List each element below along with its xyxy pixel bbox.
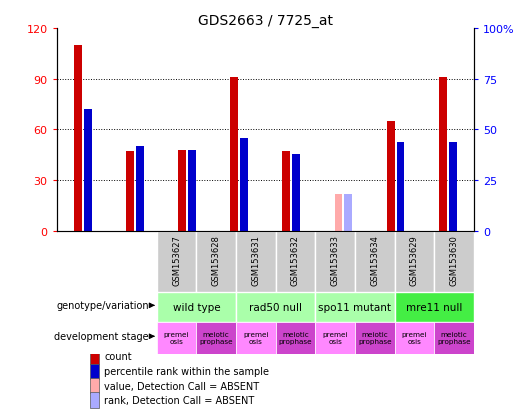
Bar xyxy=(394,322,434,354)
Bar xyxy=(355,322,394,354)
Bar xyxy=(394,231,434,292)
Bar xyxy=(345,195,352,231)
Text: GSM153632: GSM153632 xyxy=(291,234,300,285)
Bar xyxy=(315,292,394,322)
Bar xyxy=(236,231,276,292)
Text: premei
osis: premei osis xyxy=(243,332,269,344)
Text: wild type: wild type xyxy=(173,302,220,312)
Bar xyxy=(90,392,99,408)
Text: GSM153631: GSM153631 xyxy=(251,234,261,285)
Text: development stage: development stage xyxy=(54,332,149,342)
Bar xyxy=(335,194,342,231)
Bar xyxy=(293,154,300,231)
Bar xyxy=(236,292,315,322)
Text: premei
osis: premei osis xyxy=(402,332,427,344)
Bar xyxy=(90,364,99,379)
Text: genotype/variation: genotype/variation xyxy=(56,301,149,311)
Bar xyxy=(439,78,447,231)
Bar xyxy=(157,231,196,292)
Text: rad50 null: rad50 null xyxy=(249,302,302,312)
Bar xyxy=(90,378,99,394)
Text: percentile rank within the sample: percentile rank within the sample xyxy=(104,366,269,377)
Bar xyxy=(188,150,196,231)
Text: meiotic
prophase: meiotic prophase xyxy=(279,332,312,344)
Text: mre11 null: mre11 null xyxy=(406,302,462,312)
Bar xyxy=(355,231,394,292)
Bar xyxy=(315,231,355,292)
Text: GSM153628: GSM153628 xyxy=(212,234,221,285)
Bar xyxy=(84,110,92,231)
Text: meiotic
prophase: meiotic prophase xyxy=(199,332,233,344)
Bar xyxy=(236,322,276,354)
Text: premei
osis: premei osis xyxy=(164,332,190,344)
Bar xyxy=(230,78,238,231)
Text: count: count xyxy=(104,351,132,361)
Bar xyxy=(240,138,248,231)
Bar xyxy=(394,292,474,322)
Bar xyxy=(387,122,394,231)
Bar xyxy=(90,349,99,364)
Bar xyxy=(157,322,196,354)
Text: GSM153630: GSM153630 xyxy=(450,234,458,285)
Bar xyxy=(178,150,186,231)
Bar xyxy=(449,142,457,231)
Bar xyxy=(126,152,134,231)
Bar xyxy=(276,322,315,354)
Bar xyxy=(74,46,82,231)
Bar xyxy=(196,231,236,292)
Text: GSM153627: GSM153627 xyxy=(172,234,181,285)
Text: GSM153629: GSM153629 xyxy=(410,234,419,285)
Bar xyxy=(434,231,474,292)
Text: value, Detection Call = ABSENT: value, Detection Call = ABSENT xyxy=(104,381,260,391)
Bar xyxy=(397,142,404,231)
Text: GSM153633: GSM153633 xyxy=(331,234,339,285)
Bar xyxy=(196,322,236,354)
Text: rank, Detection Call = ABSENT: rank, Detection Call = ABSENT xyxy=(104,395,254,405)
Text: spo11 mutant: spo11 mutant xyxy=(318,302,391,312)
Bar xyxy=(434,322,474,354)
Bar xyxy=(157,292,236,322)
Text: meiotic
prophase: meiotic prophase xyxy=(358,332,391,344)
Bar xyxy=(276,231,315,292)
Title: GDS2663 / 7725_at: GDS2663 / 7725_at xyxy=(198,14,333,28)
Bar xyxy=(282,152,290,231)
Text: GSM153634: GSM153634 xyxy=(370,234,379,285)
Text: premei
osis: premei osis xyxy=(322,332,348,344)
Text: meiotic
prophase: meiotic prophase xyxy=(437,332,471,344)
Bar xyxy=(136,146,144,231)
Bar xyxy=(315,322,355,354)
